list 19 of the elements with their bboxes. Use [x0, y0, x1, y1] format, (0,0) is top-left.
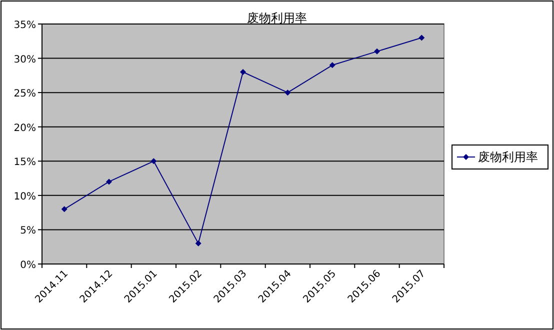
point — [240, 69, 246, 75]
chart-title: 废物利用率 — [247, 11, 307, 25]
y-tick-label: 10% — [14, 191, 36, 202]
y-tick-label: 25% — [14, 88, 36, 100]
point — [329, 62, 336, 68]
point — [106, 178, 112, 185]
y-tick-label: 30% — [14, 54, 36, 66]
point — [418, 34, 425, 41]
y-tick-label: 5% — [20, 226, 36, 237]
y-tick-label: 35% — [14, 20, 36, 31]
y-tick-label: 15% — [14, 157, 36, 168]
legend-label: 废物利用率 — [478, 150, 538, 164]
point — [61, 206, 68, 212]
point — [195, 240, 202, 246]
point — [374, 48, 380, 54]
y-tick-label: 0% — [20, 260, 36, 271]
point — [150, 158, 157, 164]
y-tick-label: 20% — [14, 122, 36, 134]
point — [284, 90, 291, 96]
